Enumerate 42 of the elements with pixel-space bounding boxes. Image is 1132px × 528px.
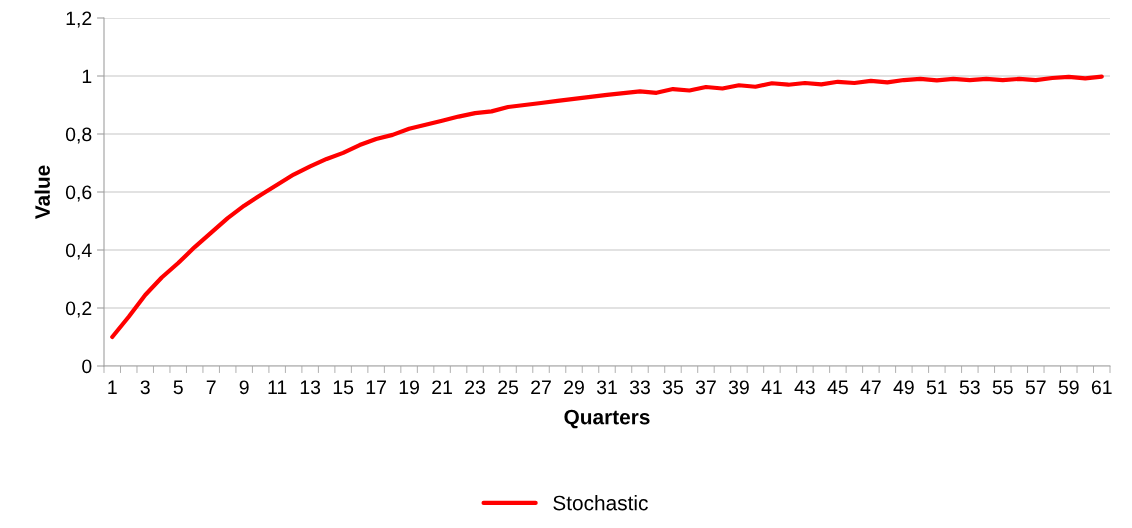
x-tick-label: 5 xyxy=(173,380,183,395)
x-tick-label: 35 xyxy=(662,380,683,395)
x-tick-label: 45 xyxy=(827,380,848,395)
x-tick-label: 29 xyxy=(564,380,584,395)
x-tick-label: 1 xyxy=(108,380,117,394)
y-tick-label: 1 xyxy=(82,69,92,84)
x-tick-label: 27 xyxy=(531,380,551,394)
x-tick-label: 23 xyxy=(465,380,486,395)
x-axis-title: Quarters xyxy=(564,409,650,429)
x-tick-label: 39 xyxy=(728,380,749,395)
x-tick-label: 17 xyxy=(366,380,386,394)
x-tick-label: 19 xyxy=(399,380,419,395)
y-axis-title: Value xyxy=(34,165,50,220)
x-tick-label: 11 xyxy=(268,380,287,394)
x-tick-label: 53 xyxy=(959,380,980,395)
y-tick-label: 1,2 xyxy=(66,11,92,28)
x-tick-label: 31 xyxy=(596,380,617,395)
x-tick-label: 13 xyxy=(300,380,321,395)
x-tick-label: 55 xyxy=(992,380,1013,395)
x-tick-label: 41 xyxy=(761,380,782,394)
x-tick-label: 57 xyxy=(1025,380,1046,395)
x-tick-label: 51 xyxy=(926,380,947,395)
x-tick-label: 21 xyxy=(432,380,452,394)
x-tick-label: 49 xyxy=(893,380,914,395)
x-tick-label: 15 xyxy=(333,380,354,395)
y-tick-label: 0,4 xyxy=(65,243,92,260)
y-tick-label: 0,6 xyxy=(65,185,92,202)
x-tick-label: 33 xyxy=(629,380,650,395)
x-tick-label: 61 xyxy=(1091,380,1112,395)
x-tick-label: 43 xyxy=(794,380,815,395)
line-series xyxy=(110,74,1104,340)
x-tick-label: 47 xyxy=(860,380,881,394)
y-tick-label: 0 xyxy=(82,359,92,374)
x-tick-label: 9 xyxy=(239,380,249,395)
x-tick-label: 59 xyxy=(1058,380,1079,395)
y-tick-label: 0,2 xyxy=(65,301,92,318)
x-tick-label: 7 xyxy=(206,380,216,394)
x-tick-label: 3 xyxy=(140,380,150,395)
x-tick-label: 37 xyxy=(695,380,716,395)
y-tick-label: 0,8 xyxy=(65,127,92,144)
legend-label: Stochastic xyxy=(553,495,648,511)
x-tick-label: 25 xyxy=(498,380,519,395)
